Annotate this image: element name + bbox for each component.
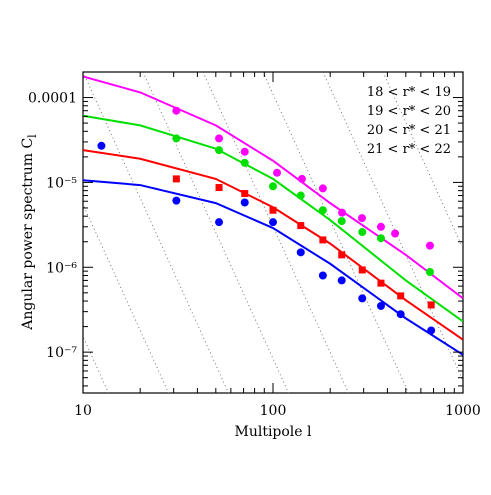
reference-line bbox=[382, 72, 463, 250]
y-tick-label: 10⁻⁶ bbox=[46, 260, 77, 276]
reference-line bbox=[262, 72, 410, 393]
data-point bbox=[396, 310, 405, 319]
data-point bbox=[338, 208, 347, 217]
data-point bbox=[337, 276, 346, 285]
data-point bbox=[358, 294, 367, 303]
data-point bbox=[357, 214, 366, 223]
model-curve bbox=[83, 75, 463, 300]
data-point bbox=[427, 326, 436, 335]
data-point bbox=[172, 134, 181, 143]
legend-entry: 19 < r* < 20 bbox=[367, 104, 451, 119]
data-point bbox=[358, 228, 367, 237]
reference-line bbox=[142, 72, 290, 393]
plot-area bbox=[0, 72, 463, 491]
data-point bbox=[318, 271, 327, 280]
data-point bbox=[240, 147, 249, 156]
data-point bbox=[318, 206, 327, 215]
data-point bbox=[338, 251, 346, 259]
data-point bbox=[273, 168, 282, 177]
data-point bbox=[215, 184, 223, 192]
x-tick-label: 1000 bbox=[445, 403, 481, 419]
y-axis-label: Angular power spectrum Cl bbox=[20, 134, 39, 331]
data-point bbox=[172, 175, 180, 183]
model-curve bbox=[83, 179, 463, 356]
data-point bbox=[391, 229, 400, 238]
data-point bbox=[172, 196, 181, 205]
data-point bbox=[269, 182, 277, 191]
data-point bbox=[377, 279, 385, 287]
legend-entry: 20 < r* < 21 bbox=[367, 123, 451, 138]
plot-frame bbox=[82, 71, 464, 394]
reference-line bbox=[202, 72, 350, 393]
data-point bbox=[215, 218, 224, 227]
data-point bbox=[297, 174, 306, 183]
data-point bbox=[296, 191, 305, 200]
data-point bbox=[319, 236, 327, 244]
data-point bbox=[269, 206, 277, 214]
data-point bbox=[425, 241, 434, 250]
y-axis-label-sub: l bbox=[26, 134, 39, 138]
reference-line bbox=[322, 72, 463, 382]
reference-line bbox=[83, 72, 230, 393]
data-point bbox=[215, 146, 224, 155]
data-point bbox=[376, 222, 385, 231]
x-axis-label: Multipole l bbox=[234, 424, 312, 440]
data-point bbox=[172, 106, 181, 115]
data-point bbox=[358, 266, 366, 274]
data-point bbox=[240, 198, 249, 207]
data-point bbox=[269, 218, 277, 227]
data-point bbox=[337, 217, 346, 226]
data-point bbox=[318, 184, 327, 193]
data-point bbox=[427, 301, 435, 309]
data-point bbox=[97, 141, 106, 150]
data-point bbox=[425, 267, 434, 276]
x-tick-label: 100 bbox=[260, 403, 287, 419]
y-tick-label: 10⁻⁷ bbox=[46, 345, 77, 361]
data-point bbox=[296, 248, 305, 257]
y-tick-label: 0.0001 bbox=[28, 91, 77, 107]
data-point bbox=[240, 158, 249, 167]
y-tick-label: 10⁻⁵ bbox=[46, 175, 77, 191]
x-tick-label: 10 bbox=[74, 403, 92, 419]
data-point bbox=[397, 292, 405, 300]
data-point bbox=[297, 222, 305, 230]
data-point bbox=[215, 134, 224, 143]
legend-entry: 18 < r* < 19 bbox=[367, 85, 451, 100]
y-axis-label-main: Angular power spectrum C bbox=[20, 138, 36, 331]
data-point bbox=[376, 301, 385, 310]
reference-line bbox=[83, 203, 170, 393]
model-curve bbox=[83, 114, 463, 323]
legend-entry: 21 < r* < 22 bbox=[367, 142, 451, 157]
reference-line bbox=[0, 72, 103, 491]
data-point bbox=[241, 190, 249, 198]
data-point bbox=[376, 234, 385, 243]
